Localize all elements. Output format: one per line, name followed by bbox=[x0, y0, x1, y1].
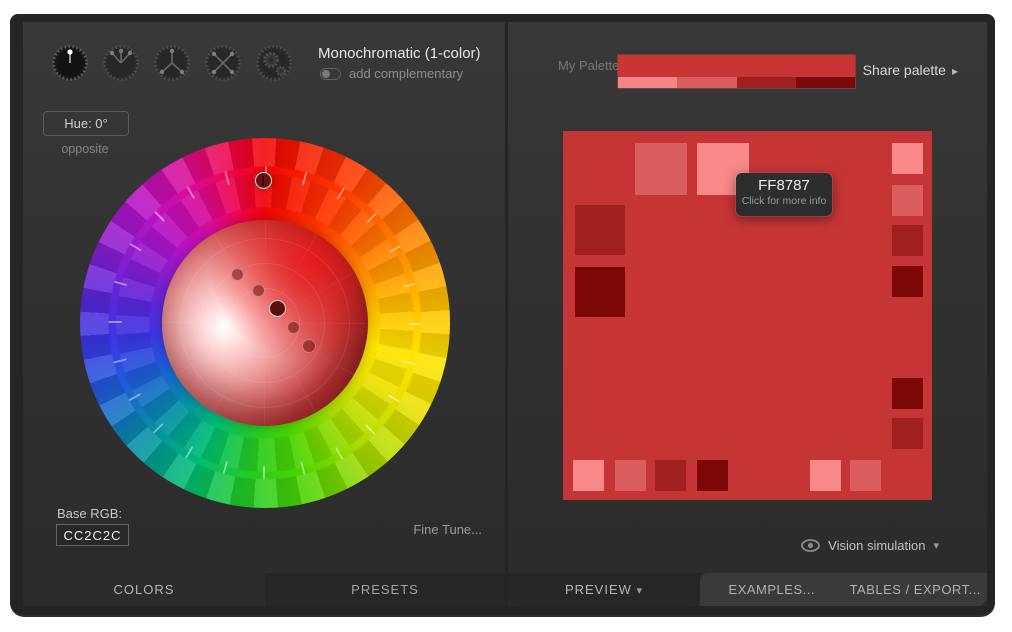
tab-preview[interactable]: PREVIEW ▾ bbox=[508, 573, 700, 606]
saturation-brightness-disc[interactable] bbox=[162, 220, 368, 426]
tab-tables-export[interactable]: TABLES / EXPORT... bbox=[849, 582, 981, 597]
scheme-title: Monochromatic (1-color) bbox=[318, 45, 481, 62]
tab-presets[interactable]: PRESETS bbox=[265, 573, 505, 606]
adjacent-scheme-knob[interactable] bbox=[102, 44, 140, 82]
color-wheel[interactable] bbox=[80, 138, 450, 508]
color-square-lightest[interactable] bbox=[810, 460, 841, 491]
palette-shade-swatch[interactable] bbox=[618, 77, 678, 88]
color-square-light[interactable] bbox=[892, 185, 923, 216]
opposite-label[interactable]: opposite bbox=[61, 142, 109, 156]
palette-shade-row[interactable] bbox=[618, 77, 855, 88]
my-palette-strip[interactable] bbox=[617, 54, 856, 89]
left-tab-bar: COLORS PRESETS bbox=[23, 573, 505, 606]
tab-preview-label: PREVIEW bbox=[564, 582, 632, 597]
fine-tune-link[interactable]: Fine Tune... bbox=[413, 522, 482, 537]
freestyle-scheme-knob[interactable] bbox=[255, 44, 293, 82]
color-square-darkest[interactable] bbox=[697, 460, 728, 491]
disc-grid-ring bbox=[180, 238, 350, 408]
chevron-down-icon: ▾ bbox=[636, 585, 644, 597]
scheme-panel: Monochromatic (1-color) add complementar… bbox=[23, 22, 505, 606]
add-complementary-toggle-icon[interactable] bbox=[320, 67, 341, 80]
shade-dot[interactable] bbox=[286, 320, 300, 334]
color-square-lightest[interactable] bbox=[573, 460, 604, 491]
eye-icon bbox=[801, 539, 821, 552]
hue-value-box[interactable]: Hue: 0° bbox=[43, 111, 129, 136]
color-square-darkest[interactable] bbox=[892, 266, 923, 297]
palette-shade-swatch[interactable] bbox=[677, 77, 737, 88]
palette-preview-canvas[interactable]: FF8787 Click for more info bbox=[563, 131, 932, 500]
shade-dot[interactable] bbox=[302, 339, 316, 353]
preview-panel: My Palette: Share palette ▸ FF8787 Click … bbox=[508, 22, 987, 606]
chevron-down-icon: ▾ bbox=[933, 540, 939, 552]
triad-scheme-knob[interactable] bbox=[153, 44, 191, 82]
hue-marker-handle[interactable] bbox=[254, 171, 272, 189]
tooltip-hex-value: FF8787 bbox=[758, 177, 810, 194]
palette-base-swatch[interactable] bbox=[618, 55, 855, 77]
shade-dot[interactable] bbox=[251, 283, 265, 297]
color-square-lightest[interactable] bbox=[892, 143, 923, 174]
share-palette-label: Share palette bbox=[862, 62, 946, 78]
my-palette-label: My Palette: bbox=[558, 58, 624, 73]
vision-simulation-label: Vision simulation bbox=[828, 538, 926, 553]
palette-shade-swatch[interactable] bbox=[736, 77, 796, 88]
color-square-light[interactable] bbox=[615, 460, 646, 491]
color-square-light[interactable] bbox=[635, 143, 687, 195]
color-tooltip: FF8787 Click for more info bbox=[736, 173, 832, 216]
right-tab-bar: EXAMPLES... TABLES / EXPORT... bbox=[700, 573, 987, 606]
base-rgb-input[interactable] bbox=[56, 524, 129, 546]
scheme-type-selector bbox=[51, 44, 293, 82]
tab-colors[interactable]: COLORS bbox=[113, 582, 175, 597]
palette-shade-swatch[interactable] bbox=[795, 77, 855, 88]
add-complementary-label: add complementary bbox=[349, 66, 464, 81]
share-palette-arrow-icon: ▸ bbox=[951, 64, 958, 78]
color-square-darkest[interactable] bbox=[575, 267, 625, 317]
color-square-dark[interactable] bbox=[575, 205, 625, 255]
add-complementary-control[interactable]: add complementary bbox=[320, 66, 463, 81]
app-frame: Monochromatic (1-color) add complementar… bbox=[10, 14, 995, 617]
color-square-dark[interactable] bbox=[892, 418, 923, 449]
tooltip-hint: Click for more info bbox=[741, 195, 827, 207]
color-square-darkest[interactable] bbox=[892, 378, 923, 409]
vision-simulation-control[interactable]: Vision simulation ▾ bbox=[801, 538, 939, 553]
color-square-dark[interactable] bbox=[892, 225, 923, 256]
share-palette-link[interactable]: Share palette ▸ bbox=[863, 62, 958, 78]
color-square-light[interactable] bbox=[850, 460, 881, 491]
base-rgb-label: Base RGB: bbox=[57, 506, 123, 521]
color-square-dark[interactable] bbox=[655, 460, 686, 491]
monochromatic-scheme-knob[interactable] bbox=[51, 44, 89, 82]
tetrad-scheme-knob[interactable] bbox=[204, 44, 242, 82]
shade-dot[interactable] bbox=[230, 267, 244, 281]
selected-color-dot[interactable] bbox=[268, 299, 286, 317]
tab-examples[interactable]: EXAMPLES... bbox=[728, 582, 815, 597]
